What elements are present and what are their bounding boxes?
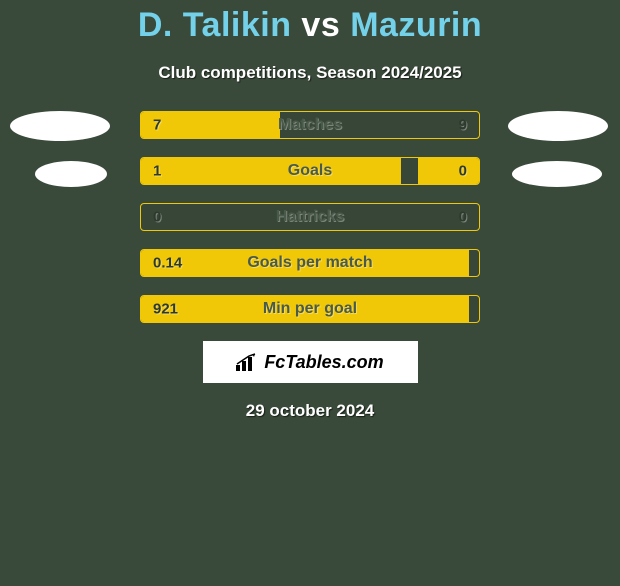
stat-value-left: 0 [153, 209, 161, 226]
stat-value-left: 921 [153, 301, 178, 318]
stat-value-left: 7 [153, 117, 161, 134]
fctables-logo[interactable]: FcTables.com [203, 341, 418, 383]
stat-label: Goals [288, 162, 332, 180]
player-right-name: Mazurin [350, 6, 482, 44]
right-club-ellipse [512, 161, 602, 187]
stat-row: 1 Goals 0 [140, 157, 480, 185]
stat-label: Goals per match [247, 254, 372, 272]
left-club-ellipse [35, 161, 107, 187]
player-left-name: D. Talikin [138, 6, 292, 44]
stat-fill-right [418, 158, 479, 184]
stat-fill-left [141, 112, 280, 138]
stat-value-right: 0 [459, 209, 467, 226]
stat-label: Min per goal [263, 300, 357, 318]
vs-text: vs [291, 6, 350, 44]
logo-text: FcTables.com [264, 352, 383, 373]
stat-row: 7 Matches 9 [140, 111, 480, 139]
stat-fill-left [141, 158, 401, 184]
stat-row: 0 Hattricks 0 [140, 203, 480, 231]
stat-row: 921 Min per goal [140, 295, 480, 323]
stat-value-right: 9 [459, 117, 467, 134]
bars-icon [236, 353, 258, 371]
stat-value-left: 0.14 [153, 255, 182, 272]
stat-label: Hattricks [276, 208, 344, 226]
right-club-ellipse [508, 111, 608, 141]
stat-label: Matches [278, 116, 342, 134]
page-title: D. Talikin vs Mazurin [0, 6, 620, 45]
stat-row: 0.14 Goals per match [140, 249, 480, 277]
generated-date: 29 october 2024 [0, 401, 620, 421]
stat-value-right: 0 [459, 163, 467, 180]
subtitle: Club competitions, Season 2024/2025 [0, 63, 620, 83]
left-club-ellipse [10, 111, 110, 141]
stat-value-left: 1 [153, 163, 161, 180]
comparison-chart: 7 Matches 9 1 Goals 0 0 Hattricks 0 0.14 Goals per… [0, 111, 620, 323]
